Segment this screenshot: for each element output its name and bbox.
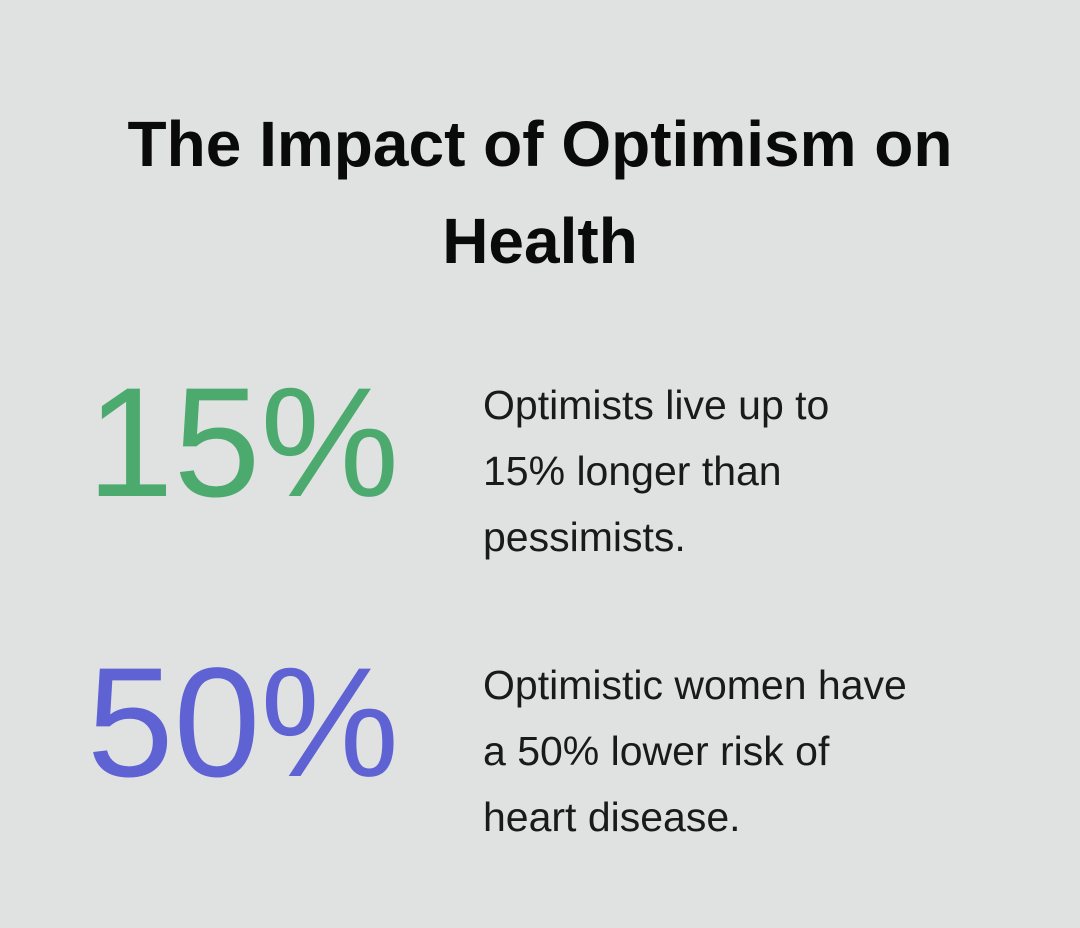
title: The Impact of Optimism on Health — [127, 108, 953, 277]
stat-item: 15% Optimists live up to 15% longer than pe… — [0, 356, 1080, 588]
description-line: Optimistic women have — [483, 662, 907, 708]
description-line: 15% longer than — [483, 448, 782, 494]
description-line: heart disease. — [483, 794, 741, 840]
description-line: Optimists live up to — [483, 382, 830, 428]
description-line: pessimists. — [483, 514, 686, 560]
stat-figure: 15% — [86, 356, 400, 530]
stat-description: Optimistic women have a 50% lower risk of… — [483, 652, 907, 850]
stat-description: Optimists live up to 15% longer than pessi… — [483, 372, 829, 570]
stat-figure: 50% — [86, 636, 400, 810]
description-line: a 50% lower risk of — [483, 728, 830, 774]
stat-item: 50% Optimistic women have a 50% lower risk… — [0, 636, 1080, 868]
